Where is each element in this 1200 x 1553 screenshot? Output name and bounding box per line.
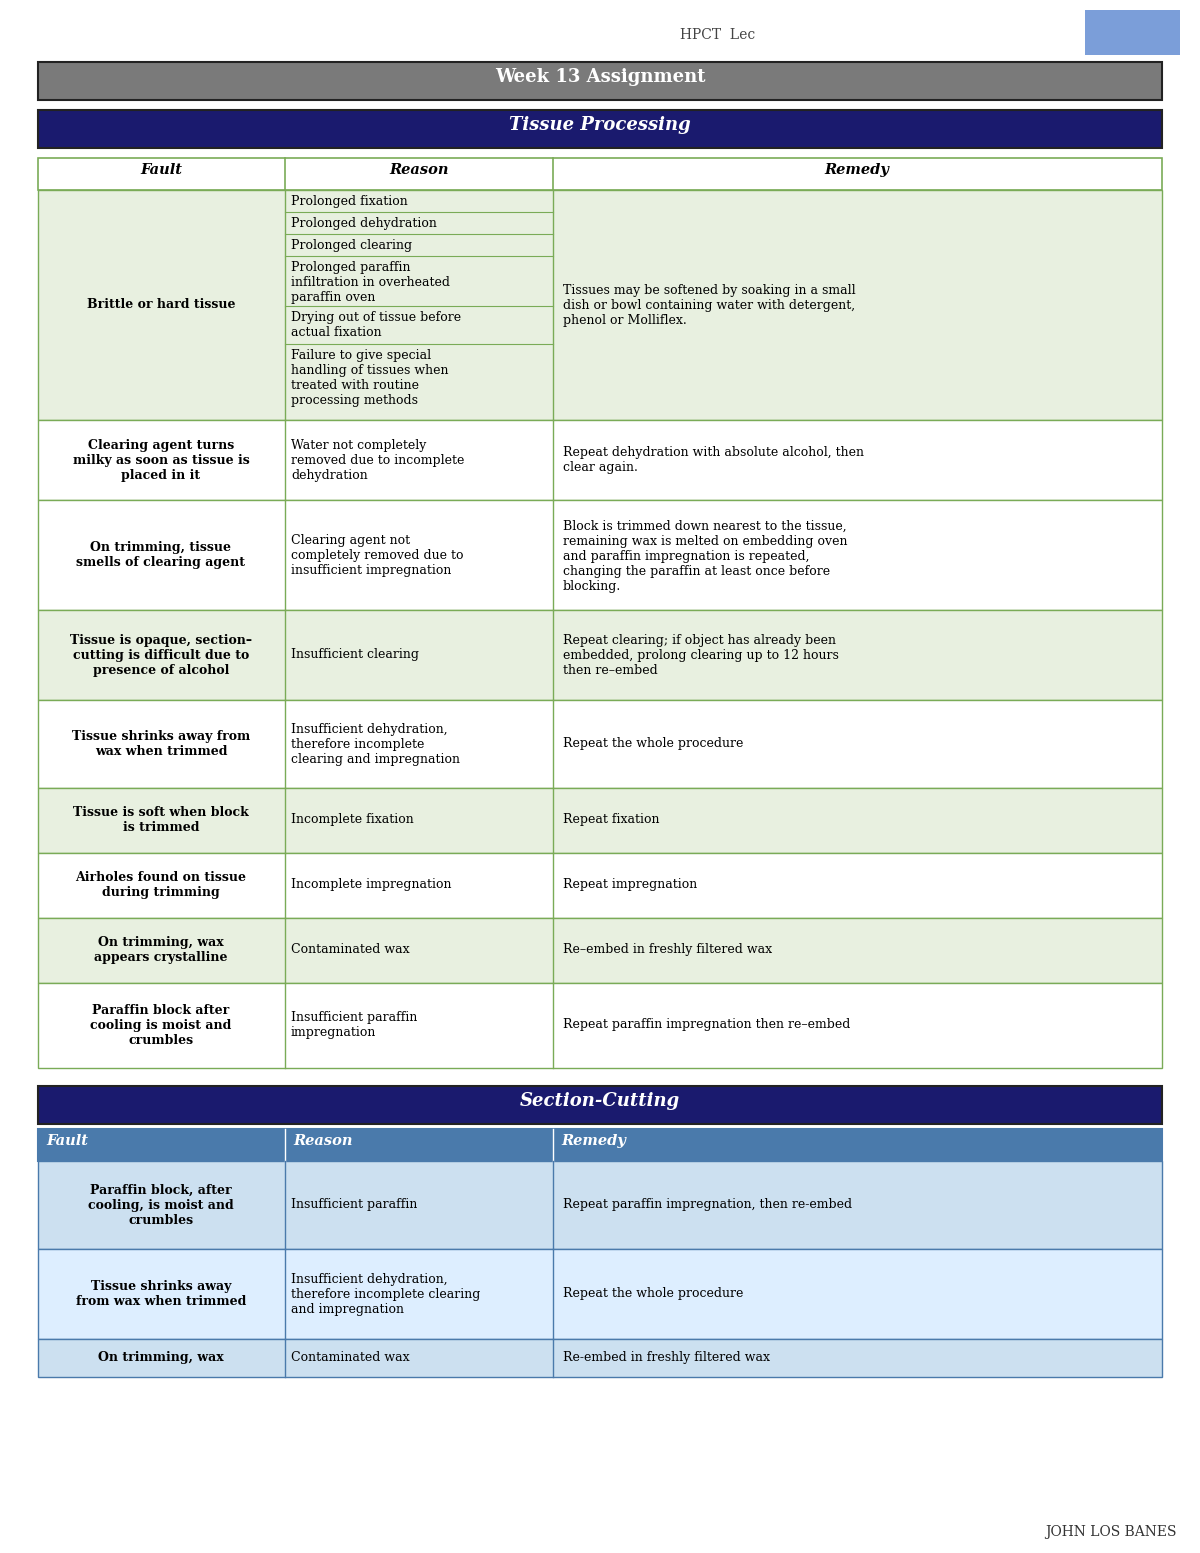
Text: On trimming, wax: On trimming, wax <box>98 1351 224 1364</box>
Text: Re–embed in freshly filtered wax: Re–embed in freshly filtered wax <box>563 943 772 957</box>
Bar <box>38 158 1162 189</box>
Text: HPCT  Lec: HPCT Lec <box>680 28 755 42</box>
Text: On trimming, wax
appears crystalline: On trimming, wax appears crystalline <box>95 936 228 964</box>
Text: Contaminated wax: Contaminated wax <box>292 1351 409 1364</box>
Text: Tissue is opaque, section–
cutting is difficult due to
presence of alcohol: Tissue is opaque, section– cutting is di… <box>70 634 252 677</box>
Text: Repeat clearing; if object has already been
embedded, prolong clearing up to 12 : Repeat clearing; if object has already b… <box>563 634 839 677</box>
Text: Drying out of tissue before
actual fixation: Drying out of tissue before actual fixat… <box>292 311 461 339</box>
Text: Remedy: Remedy <box>824 163 889 177</box>
Text: Reason: Reason <box>293 1134 353 1148</box>
Text: Block is trimmed down nearest to the tissue,
remaining wax is melted on embeddin: Block is trimmed down nearest to the tis… <box>563 520 847 593</box>
Bar <box>38 62 1162 99</box>
Text: Tissue shrinks away from
wax when trimmed: Tissue shrinks away from wax when trimme… <box>72 730 250 758</box>
Bar <box>38 610 1162 700</box>
Text: Repeat dehydration with absolute alcohol, then
clear again.: Repeat dehydration with absolute alcohol… <box>563 446 864 474</box>
Bar <box>38 1129 1162 1162</box>
Text: Incomplete impregnation: Incomplete impregnation <box>292 877 451 891</box>
Text: Insufficient paraffin: Insufficient paraffin <box>292 1197 418 1211</box>
Bar <box>38 1086 1162 1124</box>
Text: Prolonged paraffin
infiltration in overheated
paraffin oven: Prolonged paraffin infiltration in overh… <box>292 261 450 304</box>
Text: Reason: Reason <box>389 163 449 177</box>
Text: Brittle or hard tissue: Brittle or hard tissue <box>86 298 235 311</box>
Text: Paraffin block after
cooling is moist and
crumbles: Paraffin block after cooling is moist an… <box>90 1003 232 1047</box>
Bar <box>38 1249 1162 1339</box>
Text: Repeat paraffin impregnation, then re-embed: Repeat paraffin impregnation, then re-em… <box>563 1197 852 1211</box>
Text: Prolonged clearing: Prolonged clearing <box>292 239 412 252</box>
Text: Failure to give special
handling of tissues when
treated with routine
processing: Failure to give special handling of tiss… <box>292 349 449 407</box>
Bar <box>38 700 1162 787</box>
Bar <box>1085 9 1180 54</box>
Text: On trimming, tissue
smells of clearing agent: On trimming, tissue smells of clearing a… <box>77 540 246 568</box>
Bar <box>38 853 1162 918</box>
Bar <box>38 189 1162 419</box>
Text: Insufficient dehydration,
therefore incomplete clearing
and impregnation: Insufficient dehydration, therefore inco… <box>292 1273 480 1315</box>
Bar <box>38 918 1162 983</box>
Text: Fault: Fault <box>140 163 182 177</box>
Text: Section-Cutting: Section-Cutting <box>520 1092 680 1110</box>
Text: Week 13 Assignment: Week 13 Assignment <box>494 68 706 85</box>
Text: Prolonged fixation: Prolonged fixation <box>292 196 408 208</box>
Text: Insufficient paraffin
impregnation: Insufficient paraffin impregnation <box>292 1011 418 1039</box>
Bar <box>38 1339 1162 1378</box>
Text: Tissue is soft when block
is trimmed: Tissue is soft when block is trimmed <box>73 806 248 834</box>
Bar <box>38 500 1162 610</box>
Text: Clearing agent turns
milky as soon as tissue is
placed in it: Clearing agent turns milky as soon as ti… <box>73 439 250 481</box>
Text: Prolonged dehydration: Prolonged dehydration <box>292 217 437 230</box>
Text: Tissue Processing: Tissue Processing <box>509 116 691 134</box>
Bar <box>38 983 1162 1068</box>
Text: Re-embed in freshly filtered wax: Re-embed in freshly filtered wax <box>563 1351 770 1364</box>
Bar <box>38 1162 1162 1249</box>
Text: Repeat the whole procedure: Repeat the whole procedure <box>563 738 743 750</box>
Text: Contaminated wax: Contaminated wax <box>292 943 409 957</box>
Text: Insufficient clearing: Insufficient clearing <box>292 648 419 662</box>
Text: Repeat paraffin impregnation then re–embed: Repeat paraffin impregnation then re–emb… <box>563 1019 851 1031</box>
Text: Paraffin block, after
cooling, is moist and
crumbles: Paraffin block, after cooling, is moist … <box>88 1183 234 1227</box>
Text: Fault: Fault <box>46 1134 88 1148</box>
Bar <box>38 787 1162 853</box>
Text: Repeat impregnation: Repeat impregnation <box>563 877 697 891</box>
Text: Clearing agent not
completely removed due to
insufficient impregnation: Clearing agent not completely removed du… <box>292 534 463 578</box>
Text: Tissues may be softened by soaking in a small
dish or bowl containing water with: Tissues may be softened by soaking in a … <box>563 284 856 328</box>
Text: JOHN LOS BANES: JOHN LOS BANES <box>1045 1525 1176 1539</box>
Bar <box>38 419 1162 500</box>
Text: Incomplete fixation: Incomplete fixation <box>292 814 414 826</box>
Text: Insufficient dehydration,
therefore incomplete
clearing and impregnation: Insufficient dehydration, therefore inco… <box>292 724 460 766</box>
Text: Tissue shrinks away
from wax when trimmed: Tissue shrinks away from wax when trimme… <box>76 1280 246 1308</box>
Text: Repeat fixation: Repeat fixation <box>563 814 660 826</box>
Text: Water not completely
removed due to incomplete
dehydration: Water not completely removed due to inco… <box>292 439 464 481</box>
Text: Remedy: Remedy <box>562 1134 626 1148</box>
Text: Repeat the whole procedure: Repeat the whole procedure <box>563 1287 743 1300</box>
Bar <box>38 110 1162 148</box>
Text: Airholes found on tissue
during trimming: Airholes found on tissue during trimming <box>76 871 246 899</box>
